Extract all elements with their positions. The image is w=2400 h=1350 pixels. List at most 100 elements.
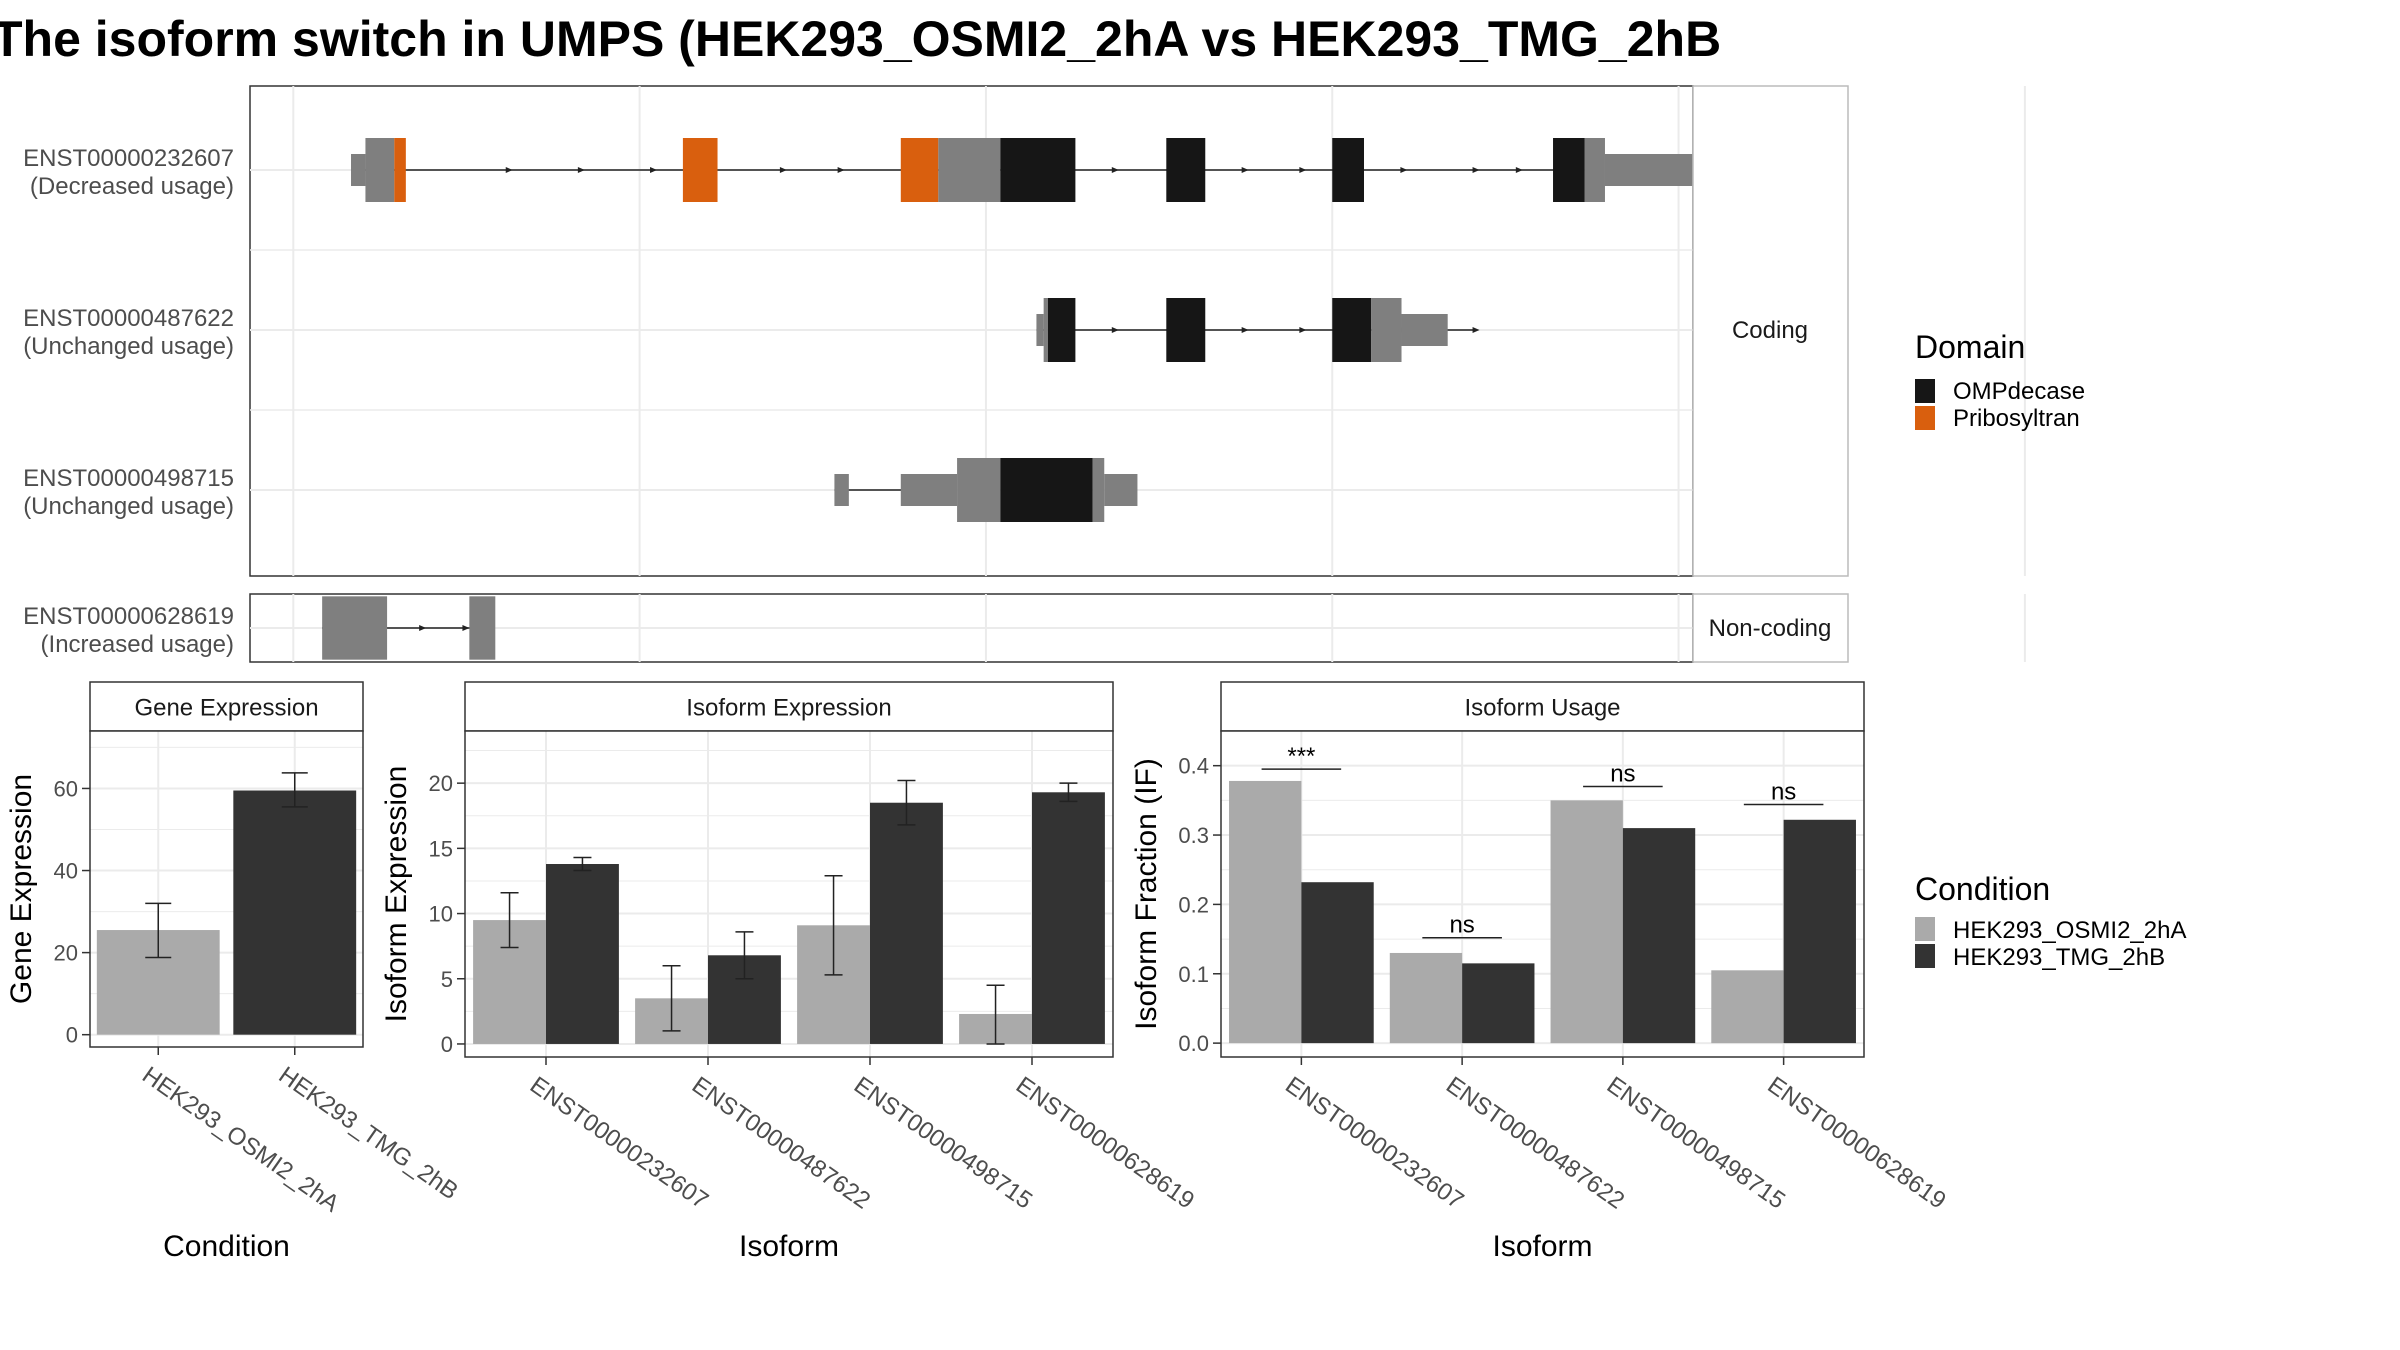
isoform-expression-error-bar (897, 779, 916, 826)
exon-cds (957, 458, 1001, 522)
isoform-usage-xaxis-title: Isoform (1492, 1230, 1592, 1263)
isoform-expression-ytick-label: 5 (441, 967, 453, 992)
isoform-usage-ytick-label: 0.3 (1178, 823, 1209, 848)
exon-utr (1104, 474, 1138, 506)
gene-expression-xaxis-title: Condition (163, 1230, 290, 1263)
isoform-expression-strip-label: Isoform Expression (686, 695, 891, 722)
intron-direction-arrow (837, 167, 845, 173)
domain-legend-title: Domain (1915, 329, 2025, 365)
isoform-expression-xtick-label: ENST00000487622 (687, 1072, 875, 1215)
gene-expression-bar (233, 790, 357, 1035)
exon-cds (1584, 138, 1605, 202)
isoform-usage-panel-border (1220, 730, 1865, 1058)
gene-expression-error-bar (281, 772, 308, 808)
isoform-id-label: ENST00000487622 (23, 305, 234, 332)
isoform-expression-strip-box (464, 681, 1114, 732)
strip-noncoding-label: Non-coding (1709, 615, 1832, 642)
isoform-usage-significance-label: *** (1287, 743, 1315, 770)
gene-expression-ytick-label: 0 (66, 1023, 78, 1048)
gene-expression-error-bar (145, 902, 172, 959)
isoform-expression-bar (870, 802, 943, 1044)
exon-OMPdecase (1000, 138, 1076, 202)
strip-noncoding-box (1692, 593, 1849, 663)
isoform-id-label: ENST00000232607 (23, 145, 234, 172)
isoform-expression-error-bar (986, 984, 1005, 1045)
domain-legend-key-ompdecase (1915, 379, 1935, 403)
isoform-usage-bar (1389, 952, 1463, 1044)
isoform-usage-xtick-label: ENST00000628619 (1763, 1072, 1951, 1215)
gene-expression-ytick-label: 40 (54, 859, 78, 884)
isoform-expression-panel: Isoform Expression 0 5 10 15 20 ENST0000023260… (380, 681, 1199, 1263)
figure-title: The isoform switch in UMPS (HEK293_OSMI2… (0, 11, 1721, 67)
isoform-expression-xtick-label: ENST00000232607 (525, 1072, 713, 1215)
domain-legend-key-pribosyltran (1915, 406, 1935, 430)
intron-direction-arrow (1472, 327, 1480, 333)
isoform-expression-ytick-label: 15 (429, 836, 453, 861)
intron-direction-arrow (1111, 327, 1119, 333)
isoform-usage-panel: Isoform Usage *** ns ns ns 0.0 0.1 0.2 0.3 0.4 ENS… (1130, 681, 1951, 1263)
isoform-usage-yaxis-title: Isoform Fraction (IF) (1130, 758, 1163, 1030)
isoform-usage-ytick-label: 0.0 (1178, 1031, 1209, 1056)
intron-direction-arrow (1472, 167, 1480, 173)
isoform-usage-bar (1711, 970, 1784, 1044)
isoform-expression-panel-border (464, 730, 1114, 1058)
isoform-expression-error-bar (662, 964, 681, 1032)
exon-utr (1401, 314, 1448, 346)
gene-expression-strip-box (89, 681, 364, 732)
isoform-expression-error-bar (735, 931, 754, 980)
condition-legend-key-2 (1915, 944, 1935, 968)
isoform-expression-xaxis-title: Isoform (739, 1230, 839, 1263)
exon-OMPdecase (1332, 138, 1364, 202)
isoform-usage-strip-label: Isoform Usage (1464, 695, 1620, 722)
isoform-usage-bar (1550, 800, 1623, 1044)
exon-OMPdecase (1000, 458, 1093, 522)
isoform-expression-xtick-label: ENST00000628619 (1011, 1072, 1199, 1215)
condition-legend-title: Condition (1915, 871, 2050, 907)
isoform-expression-error-bar (500, 891, 519, 949)
intron-direction-arrow (419, 625, 427, 631)
exon-OMPdecase (1553, 138, 1585, 202)
exon-cds (1371, 298, 1402, 362)
condition-legend-key-1 (1915, 917, 1935, 941)
isoform-expression-bar (546, 864, 619, 1044)
gene-expression-ytick-label: 20 (54, 941, 78, 966)
intron-direction-arrow (505, 167, 513, 173)
isoform-status-label: (Increased usage) (41, 631, 234, 658)
intron-direction-arrow (1111, 167, 1119, 173)
isoform-usage-significance-label: ns (1610, 760, 1635, 787)
gene-expression-yaxis-title: Gene Expression (5, 774, 38, 1004)
isoform-status-label: (Unchanged usage) (23, 493, 234, 520)
exon-utr (1036, 314, 1044, 346)
isoform-usage-xtick-label: ENST00000498715 (1602, 1072, 1790, 1215)
exon-utr (351, 154, 366, 186)
exon-OMPdecase (1047, 298, 1076, 362)
isoform-expression-xtick-label: ENST00000498715 (849, 1072, 1037, 1215)
exon-nc (469, 596, 496, 660)
strip-coding-box (1692, 85, 1849, 577)
isoform-expression-error-bar (1059, 782, 1078, 803)
isoform-expression-error-bar (824, 874, 843, 976)
intron-direction-arrow (462, 625, 470, 631)
gene-expression-panel-border (89, 730, 364, 1048)
intron-direction-arrow (1241, 167, 1249, 173)
isoform-expression-error-bar (573, 856, 592, 872)
exon-Pribosyltran (900, 138, 939, 202)
isoform-usage-bar (1783, 819, 1856, 1044)
condition-legend-label-2: HEK293_TMG_2hB (1953, 944, 2165, 971)
intron-direction-arrow (650, 167, 658, 173)
intron-direction-arrow (1299, 327, 1307, 333)
exon-utr (834, 474, 849, 506)
domain-legend-label-pribosyltran: Pribosyltran (1953, 405, 2080, 432)
gene-expression-strip-label: Gene Expression (134, 695, 318, 722)
isoform-expression-ytick-label: 10 (429, 902, 453, 927)
isoform-usage-bar (1229, 780, 1302, 1044)
domain-legend: Domain OMPdecase Pribosyltran (1915, 329, 2085, 432)
isoform-id-label: ENST00000628619 (23, 603, 234, 630)
gene-structure-panel: ENST00000232607(Decreased usage) ENST0000… (23, 85, 2026, 663)
exon-OMPdecase (1332, 298, 1372, 362)
isoform-status-label: (Unchanged usage) (23, 333, 234, 360)
intron-direction-arrow (1515, 167, 1523, 173)
isoform-usage-xtick-label: ENST00000487622 (1441, 1072, 1629, 1215)
isoform-expression-ytick-label: 20 (429, 771, 453, 796)
